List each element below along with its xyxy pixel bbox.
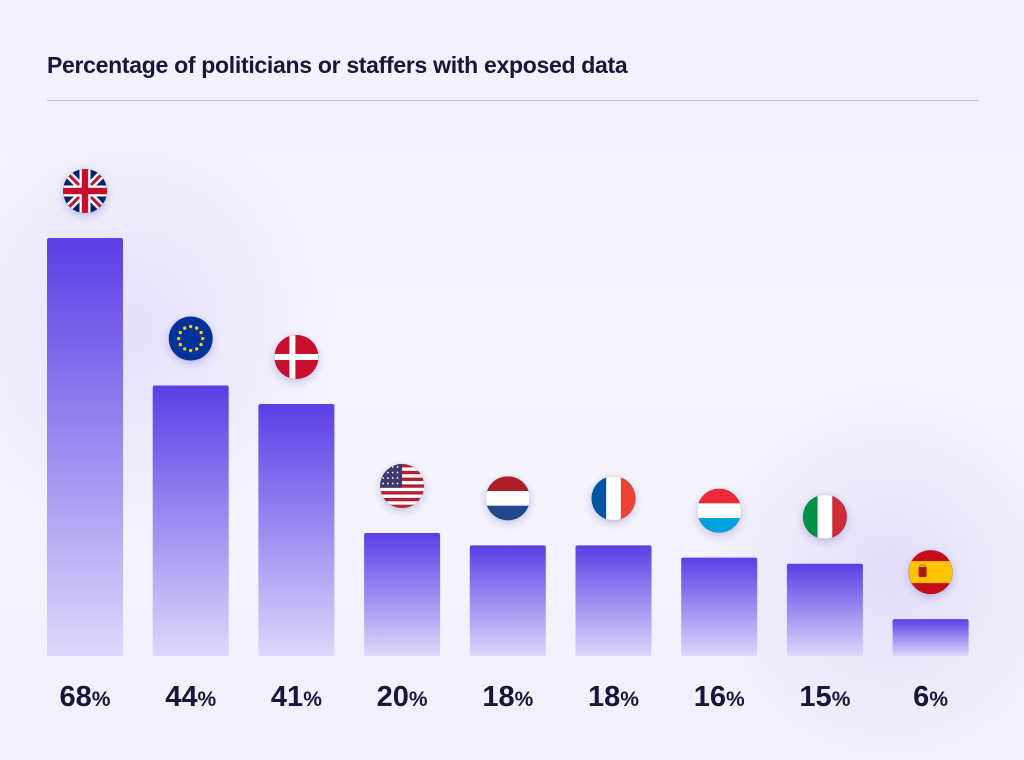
- value-label-eu: 44%: [165, 681, 216, 713]
- value-label-france: 18%: [588, 681, 639, 713]
- bar-eu: [152, 385, 229, 656]
- value-label-spain: 6%: [913, 681, 948, 713]
- flag-usa-icon: [379, 463, 425, 509]
- flag-italy-icon: [802, 494, 848, 540]
- flag-luxembourg-icon: [696, 488, 742, 534]
- value-label-uk: 68%: [60, 681, 111, 713]
- flag-france-icon: [591, 475, 636, 521]
- bar-chart: 68% 44% 41% 20% 18% 18% 16% 15% 6%: [47, 168, 969, 713]
- bar-france: [575, 545, 652, 656]
- chart-title: Percentage of politicians or staffers wi…: [47, 52, 628, 78]
- value-label-netherlands: 18%: [482, 681, 533, 713]
- title-divider: [47, 100, 978, 101]
- bar-usa: [364, 533, 441, 656]
- flag-denmark-icon: [273, 334, 319, 380]
- value-label-denmark: 41%: [271, 681, 322, 713]
- flag-netherlands-icon: [485, 475, 531, 521]
- bar-uk: [47, 238, 123, 656]
- value-label-italy: 15%: [799, 681, 850, 713]
- bar-luxembourg: [681, 557, 758, 656]
- flag-eu-icon: [168, 316, 214, 362]
- bar-spain: [892, 619, 969, 656]
- bar-denmark: [258, 403, 335, 656]
- flag-spain-icon: [908, 549, 954, 595]
- value-label-luxembourg: 16%: [694, 681, 745, 713]
- flag-uk-icon: [62, 168, 108, 214]
- value-label-usa: 20%: [377, 681, 428, 713]
- bar-netherlands: [469, 545, 546, 656]
- bar-italy: [786, 563, 863, 656]
